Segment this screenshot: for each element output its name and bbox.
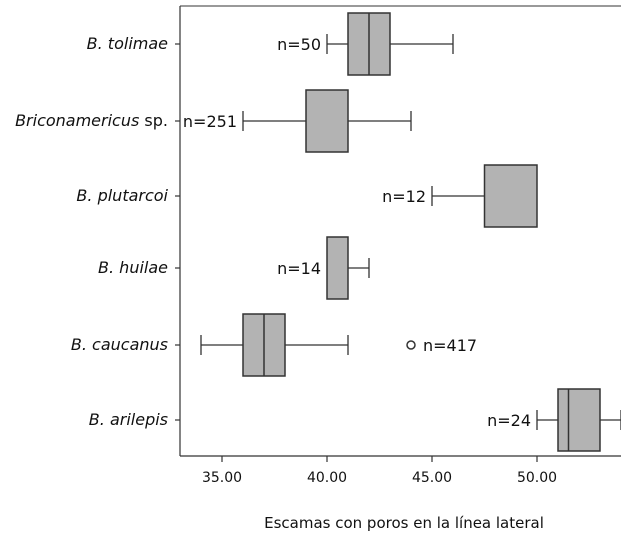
boxes xyxy=(200,12,621,452)
sample-size-label: n=417 xyxy=(423,336,477,355)
box-2 xyxy=(242,89,412,153)
category-label: Briconamericus sp. xyxy=(15,111,168,130)
box-5 xyxy=(200,313,416,377)
x-tick-label: 35.00 xyxy=(202,470,242,486)
category-labels: B. tolimae Briconamericus sp. B. plutarcoi… xyxy=(15,34,168,429)
box-1 xyxy=(326,12,454,76)
category-label: B. arilepis xyxy=(89,410,168,429)
sample-size-label: n=251 xyxy=(183,112,237,131)
category-name: B. plutarcoi xyxy=(76,186,168,205)
category-name: B. arilepis xyxy=(89,410,168,429)
x-axis: 35.00 40.00 45.00 50.00 xyxy=(202,456,557,486)
iqr-box xyxy=(305,89,349,153)
box-6 xyxy=(536,388,621,452)
category-name: B. tolimae xyxy=(87,34,168,53)
category-label: B. huilae xyxy=(98,258,168,277)
category-name: Briconamericus xyxy=(15,111,139,130)
x-axis-label: Escamas con poros en la línea lateral xyxy=(264,514,544,532)
category-label: B. plutarcoi xyxy=(76,186,168,205)
box-3 xyxy=(431,164,538,228)
category-label: B. tolimae xyxy=(87,34,168,53)
plot-frame xyxy=(175,5,621,457)
box-4 xyxy=(326,236,370,300)
iqr-box xyxy=(557,388,601,452)
iqr-box xyxy=(483,164,538,228)
category-name: B. huilae xyxy=(98,258,168,277)
category-suffix: sp. xyxy=(139,111,168,130)
outlier-point xyxy=(406,340,416,350)
sample-size-label: n=24 xyxy=(487,411,531,430)
sample-size-labels: n=50 n=251 n=12 n=14 n=417 n=24 xyxy=(183,35,531,430)
category-name: B. caucanus xyxy=(71,335,168,354)
category-label: B. caucanus xyxy=(71,335,168,354)
iqr-box xyxy=(326,236,349,300)
x-tick-label: 45.00 xyxy=(412,470,452,486)
sample-size-label: n=50 xyxy=(277,35,321,54)
x-tick-label: 50.00 xyxy=(517,470,557,486)
sample-size-label: n=12 xyxy=(382,187,426,206)
sample-size-label: n=14 xyxy=(277,259,321,278)
x-tick-label: 40.00 xyxy=(307,470,347,486)
